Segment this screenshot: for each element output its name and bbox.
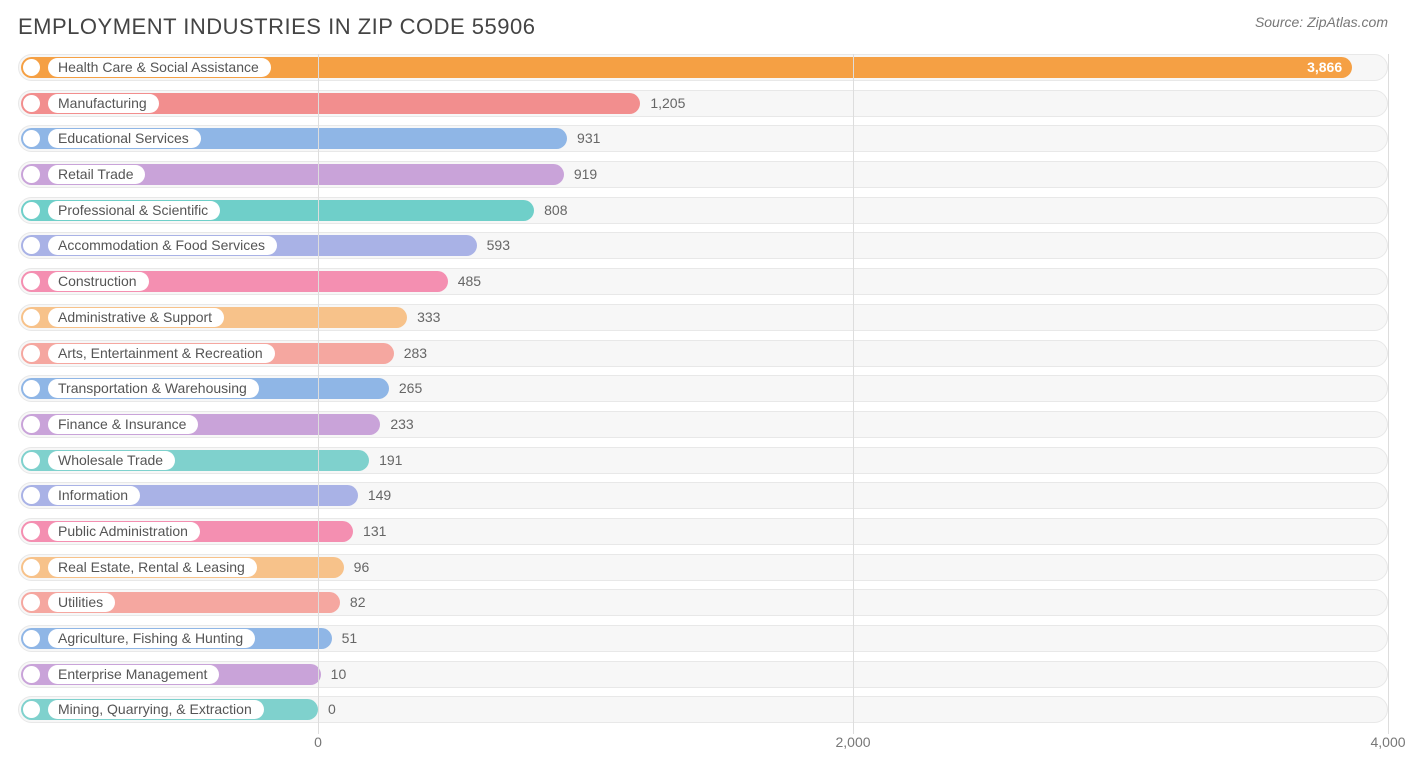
chart-source: Source: ZipAtlas.com xyxy=(1255,14,1388,30)
bar-row: Transportation & Warehousing 265 xyxy=(18,375,1388,402)
bar-cap-icon xyxy=(23,273,40,290)
bar-value: 51 xyxy=(342,625,358,652)
bar-value: 919 xyxy=(574,161,597,188)
bar-row: Accommodation & Food Services 593 xyxy=(18,232,1388,259)
bar-label: Accommodation & Food Services xyxy=(48,236,277,255)
bar-value: 1,205 xyxy=(650,90,685,117)
bar-label: Wholesale Trade xyxy=(48,451,175,470)
bar-label: Arts, Entertainment & Recreation xyxy=(48,344,275,363)
bar-cap-icon xyxy=(23,345,40,362)
bar-value: 149 xyxy=(368,482,391,509)
bar-label: Transportation & Warehousing xyxy=(48,379,259,398)
bar-label: Information xyxy=(48,486,140,505)
bar-value: 131 xyxy=(363,518,386,545)
bar-value: 265 xyxy=(399,375,422,402)
gridline xyxy=(853,54,854,734)
gridline xyxy=(1388,54,1389,734)
bar-row: Public Administration 131 xyxy=(18,518,1388,545)
bar-cap-icon xyxy=(23,202,40,219)
bar-label: Utilities xyxy=(48,593,115,612)
chart-header: EMPLOYMENT INDUSTRIES IN ZIP CODE 55906 … xyxy=(18,14,1388,40)
bar-label: Educational Services xyxy=(48,129,201,148)
bar-label: Real Estate, Rental & Leasing xyxy=(48,558,257,577)
bar-label: Administrative & Support xyxy=(48,308,224,327)
bar-label: Construction xyxy=(48,272,149,291)
bar-label: Finance & Insurance xyxy=(48,415,198,434)
x-axis: 02,0004,000 xyxy=(18,734,1388,754)
bar-value: 82 xyxy=(350,589,366,616)
bar-cap-icon xyxy=(23,452,40,469)
bar-value: 283 xyxy=(404,340,427,367)
bar-row: Construction 485 xyxy=(18,268,1388,295)
gridline xyxy=(318,54,319,734)
x-tick-label: 0 xyxy=(314,734,322,750)
bar-label: Health Care & Social Assistance xyxy=(48,58,271,77)
bar-value: 593 xyxy=(487,232,510,259)
bar-cap-icon xyxy=(23,630,40,647)
bar-row: Arts, Entertainment & Recreation 283 xyxy=(18,340,1388,367)
bar-row: Administrative & Support 333 xyxy=(18,304,1388,331)
bar-value: 233 xyxy=(390,411,413,438)
bar-label: Agriculture, Fishing & Hunting xyxy=(48,629,255,648)
bar-row: Real Estate, Rental & Leasing 96 xyxy=(18,554,1388,581)
bar-row: Professional & Scientific 808 xyxy=(18,197,1388,224)
bar-row: Health Care & Social Assistance 3,866 xyxy=(18,54,1388,81)
bar-row: Manufacturing 1,205 xyxy=(18,90,1388,117)
bar-label: Professional & Scientific xyxy=(48,201,220,220)
bar-cap-icon xyxy=(23,416,40,433)
bar-value: 931 xyxy=(577,125,600,152)
bar-value: 0 xyxy=(328,696,336,723)
bar-cap-icon xyxy=(23,309,40,326)
bar-row: Utilities 82 xyxy=(18,589,1388,616)
bar-row: Agriculture, Fishing & Hunting 51 xyxy=(18,625,1388,652)
bar-value: 485 xyxy=(458,268,481,295)
bar-row: Information 149 xyxy=(18,482,1388,509)
chart-plot: Health Care & Social Assistance 3,866 Manu… xyxy=(18,54,1388,734)
bar-value: 10 xyxy=(331,661,347,688)
chart-area: Health Care & Social Assistance 3,866 Manu… xyxy=(18,54,1388,754)
bar-cap-icon xyxy=(23,523,40,540)
bar-label: Manufacturing xyxy=(48,94,159,113)
x-tick-label: 4,000 xyxy=(1370,734,1405,750)
bar-label: Enterprise Management xyxy=(48,665,219,684)
bar-row: Mining, Quarrying, & Extraction 0 xyxy=(18,696,1388,723)
x-tick-label: 2,000 xyxy=(835,734,870,750)
bar-cap-icon xyxy=(23,166,40,183)
bar-label: Public Administration xyxy=(48,522,200,541)
bar-row: Educational Services 931 xyxy=(18,125,1388,152)
bar-cap-icon xyxy=(23,59,40,76)
bar-label: Mining, Quarrying, & Extraction xyxy=(48,700,264,719)
bar-value: 808 xyxy=(544,197,567,224)
bar-row: Retail Trade 919 xyxy=(18,161,1388,188)
bar-value: 3,866 xyxy=(1292,54,1342,81)
bar-value: 191 xyxy=(379,447,402,474)
chart-bars: Health Care & Social Assistance 3,866 Manu… xyxy=(18,54,1388,723)
bar-row: Enterprise Management 10 xyxy=(18,661,1388,688)
bar-value: 96 xyxy=(354,554,370,581)
bar-row: Finance & Insurance 233 xyxy=(18,411,1388,438)
bar-cap-icon xyxy=(23,559,40,576)
bar-row: Wholesale Trade 191 xyxy=(18,447,1388,474)
chart-title: EMPLOYMENT INDUSTRIES IN ZIP CODE 55906 xyxy=(18,14,536,40)
bar-cap-icon xyxy=(23,666,40,683)
bar-label: Retail Trade xyxy=(48,165,145,184)
bar-cap-icon xyxy=(23,95,40,112)
bar-value: 333 xyxy=(417,304,440,331)
